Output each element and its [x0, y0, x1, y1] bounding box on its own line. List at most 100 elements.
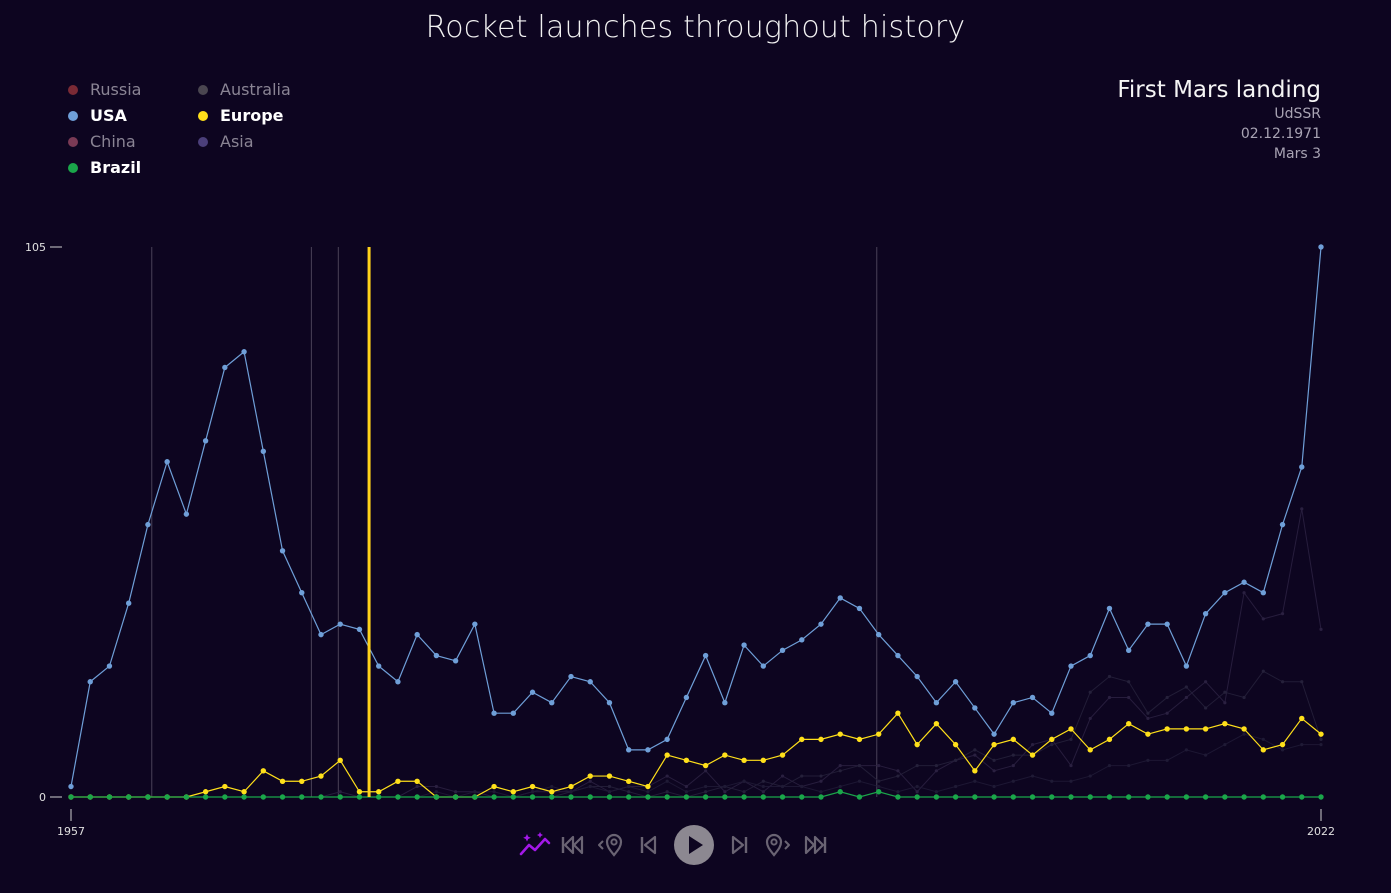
- point-brazil-2014: [1164, 794, 1170, 800]
- point-china-2009: [1069, 763, 1073, 768]
- point-brazil-2001: [914, 794, 920, 800]
- point-usa-1975: [414, 631, 420, 638]
- point-brazil-1986: [625, 794, 632, 800]
- point-brazil-1966: [241, 794, 247, 800]
- legend-item-usa[interactable]: USA: [68, 106, 127, 125]
- point-brazil-1992: [741, 794, 747, 800]
- legend-item-brazil[interactable]: Brazil: [68, 158, 141, 177]
- previous-event-button[interactable]: [592, 826, 630, 864]
- point-brazil-1985: [606, 794, 613, 800]
- point-russia-1993: [761, 779, 765, 783]
- point-usa-2004: [972, 705, 978, 711]
- point-asia-1978: [473, 790, 477, 794]
- point-brazil-1979: [491, 794, 497, 800]
- series-line-china: [71, 508, 1322, 798]
- step-forward-icon: [731, 835, 748, 855]
- legend-item-russia[interactable]: Russia: [68, 80, 141, 99]
- point-usa-2012: [1125, 647, 1132, 654]
- skip-to-start-button[interactable]: [554, 826, 592, 864]
- point-asia-1998: [857, 779, 862, 783]
- legend-label-brazil: Brazil: [90, 158, 142, 177]
- step-forward-button[interactable]: [720, 826, 758, 864]
- point-usa-2003: [952, 679, 959, 685]
- point-europe-2019: [1260, 747, 1267, 753]
- point-usa-1970: [318, 631, 324, 638]
- point-china-2021: [1300, 507, 1304, 511]
- point-usa-2011: [1106, 605, 1113, 612]
- point-brazil-1981: [529, 794, 536, 800]
- point-china-2001: [915, 790, 919, 794]
- point-europe-2016: [1202, 726, 1209, 732]
- point-usa-1969: [299, 590, 305, 596]
- point-russia-2002: [934, 763, 938, 768]
- point-europe-1996: [818, 736, 824, 743]
- point-brazil-1995: [799, 794, 805, 800]
- point-usa-1960: [125, 600, 132, 606]
- point-china-2013: [1146, 716, 1150, 721]
- point-europe-2011: [1106, 736, 1113, 743]
- point-europe-2002: [933, 720, 940, 727]
- play-button[interactable]: [668, 824, 720, 866]
- point-brazil-1977: [452, 794, 459, 800]
- point-usa-1959: [106, 663, 113, 669]
- trend-toggle-button[interactable]: [516, 826, 554, 864]
- point-china-1994: [780, 774, 785, 778]
- point-usa-1988: [664, 736, 670, 743]
- point-russia-1996: [819, 774, 823, 778]
- point-europe-2008: [1049, 736, 1055, 743]
- point-brazil-2003: [952, 794, 959, 800]
- point-china-1977: [454, 790, 458, 794]
- point-asia-1986: [627, 784, 631, 789]
- point-usa-1987: [645, 747, 651, 753]
- point-russia-2014: [1165, 695, 1169, 700]
- point-europe-1987: [645, 783, 651, 790]
- point-europe-1968: [279, 778, 286, 784]
- point-brazil-1999: [875, 789, 882, 795]
- legend-item-europe[interactable]: Europe: [198, 106, 284, 125]
- point-china-2018: [1242, 591, 1246, 595]
- point-brazil-1968: [279, 794, 286, 800]
- point-brazil-2010: [1087, 794, 1093, 800]
- skip-to-end-button[interactable]: [796, 826, 834, 864]
- point-europe-2001: [914, 741, 920, 748]
- point-brazil-2020: [1279, 794, 1286, 800]
- point-usa-2008: [1049, 710, 1055, 716]
- point-europe-1964: [202, 789, 209, 795]
- point-europe-2013: [1145, 731, 1151, 737]
- legend-label-asia: Asia: [220, 132, 254, 151]
- point-usa-1990: [702, 652, 709, 659]
- point-brazil-1991: [722, 794, 728, 800]
- point-asia-1994: [780, 784, 785, 789]
- point-china-2006: [1011, 763, 1015, 768]
- point-asia-2010: [1088, 774, 1092, 778]
- point-asia-2009: [1069, 779, 1073, 783]
- legend-item-china[interactable]: China: [68, 132, 136, 151]
- point-europe-2012: [1125, 720, 1132, 727]
- series-line-asia: [71, 733, 1321, 798]
- point-usa-1997: [837, 595, 843, 601]
- point-china-2007: [1030, 743, 1035, 747]
- axes: 105 0 1957 2022: [25, 241, 1335, 838]
- next-event-button[interactable]: [758, 826, 796, 864]
- legend-item-asia[interactable]: Asia: [198, 132, 254, 151]
- point-russia-2021: [1300, 680, 1304, 684]
- point-russia-1992: [742, 790, 746, 794]
- point-asia-1982: [550, 784, 554, 789]
- point-usa-2016: [1202, 610, 1209, 617]
- point-europe-1980: [510, 789, 517, 795]
- point-russia-1985: [607, 784, 612, 789]
- point-usa-1973: [375, 663, 382, 669]
- point-asia-2021: [1300, 743, 1304, 747]
- point-brazil-1958: [87, 794, 93, 800]
- legend-item-australia[interactable]: Australia: [198, 80, 291, 99]
- point-brazil-1963: [183, 794, 190, 800]
- step-back-button[interactable]: [630, 826, 668, 864]
- previous-event-icon: [598, 833, 623, 857]
- point-asia-2003: [954, 784, 958, 789]
- point-china-1975: [415, 784, 419, 789]
- point-brazil-2011: [1106, 794, 1113, 800]
- point-usa-1979: [491, 710, 497, 716]
- point-brazil-2009: [1068, 794, 1074, 800]
- point-brazil-1988: [664, 794, 670, 800]
